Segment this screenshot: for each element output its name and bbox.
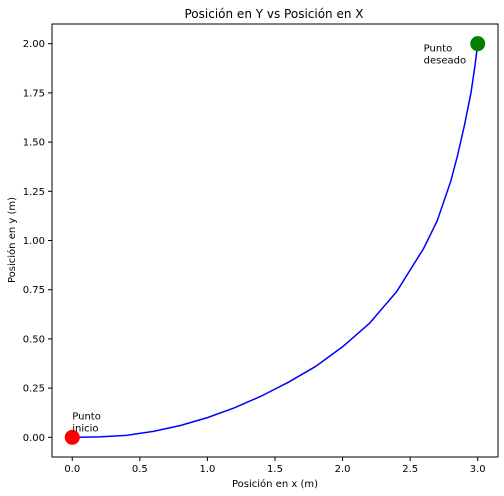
y-tick-label-8: 2.00 bbox=[23, 39, 45, 50]
x-tick-label-4: 2.0 bbox=[335, 464, 351, 475]
y-tick-label-7: 1.75 bbox=[23, 88, 45, 99]
x-tick-label-3: 1.5 bbox=[267, 464, 283, 475]
annotation-0: Punto inicio bbox=[72, 411, 101, 434]
x-tick-label-0: 0.0 bbox=[64, 464, 80, 475]
plot-frame bbox=[51, 23, 499, 458]
x-axis-label: Posición en x (m) bbox=[232, 478, 318, 490]
annotation-1-line-0: Punto bbox=[424, 43, 453, 54]
chart-title: Posición en Y vs Posición en X bbox=[185, 7, 364, 21]
annotation-0-line-1: inicio bbox=[72, 423, 98, 434]
x-tick-label-1: 0.5 bbox=[132, 464, 148, 475]
marker-goal bbox=[470, 36, 486, 52]
y-tick-label-5: 1.25 bbox=[23, 187, 45, 198]
y-tick-label-6: 1.50 bbox=[23, 138, 45, 149]
y-tick-label-0: 0.00 bbox=[23, 433, 45, 444]
x-tick-label-2: 1.0 bbox=[199, 464, 215, 475]
y-axis-label: Posición en y (m) bbox=[6, 197, 18, 283]
marker-start bbox=[64, 429, 80, 445]
annotation-1: Punto deseado bbox=[424, 43, 466, 66]
annotation-0-line-0: Punto bbox=[72, 411, 101, 422]
x-axis: 0.0 0.5 1.0 1.5 2.0 2.5 3.0 bbox=[64, 457, 486, 475]
annotation-1-line-1: deseado bbox=[424, 55, 466, 66]
x-tick-label-6: 3.0 bbox=[470, 464, 486, 475]
y-tick-label-3: 0.75 bbox=[23, 285, 45, 296]
series-line-0 bbox=[72, 43, 479, 439]
y-axis: 0.00 0.25 0.50 0.75 1.00 1.25 1.50 1.75 2.00 bbox=[23, 39, 52, 444]
y-tick-label-4: 1.00 bbox=[23, 236, 45, 247]
y-tick-label-1: 0.25 bbox=[23, 384, 45, 395]
y-tick-label-2: 0.50 bbox=[23, 334, 45, 345]
x-tick-label-5: 2.5 bbox=[402, 464, 418, 475]
